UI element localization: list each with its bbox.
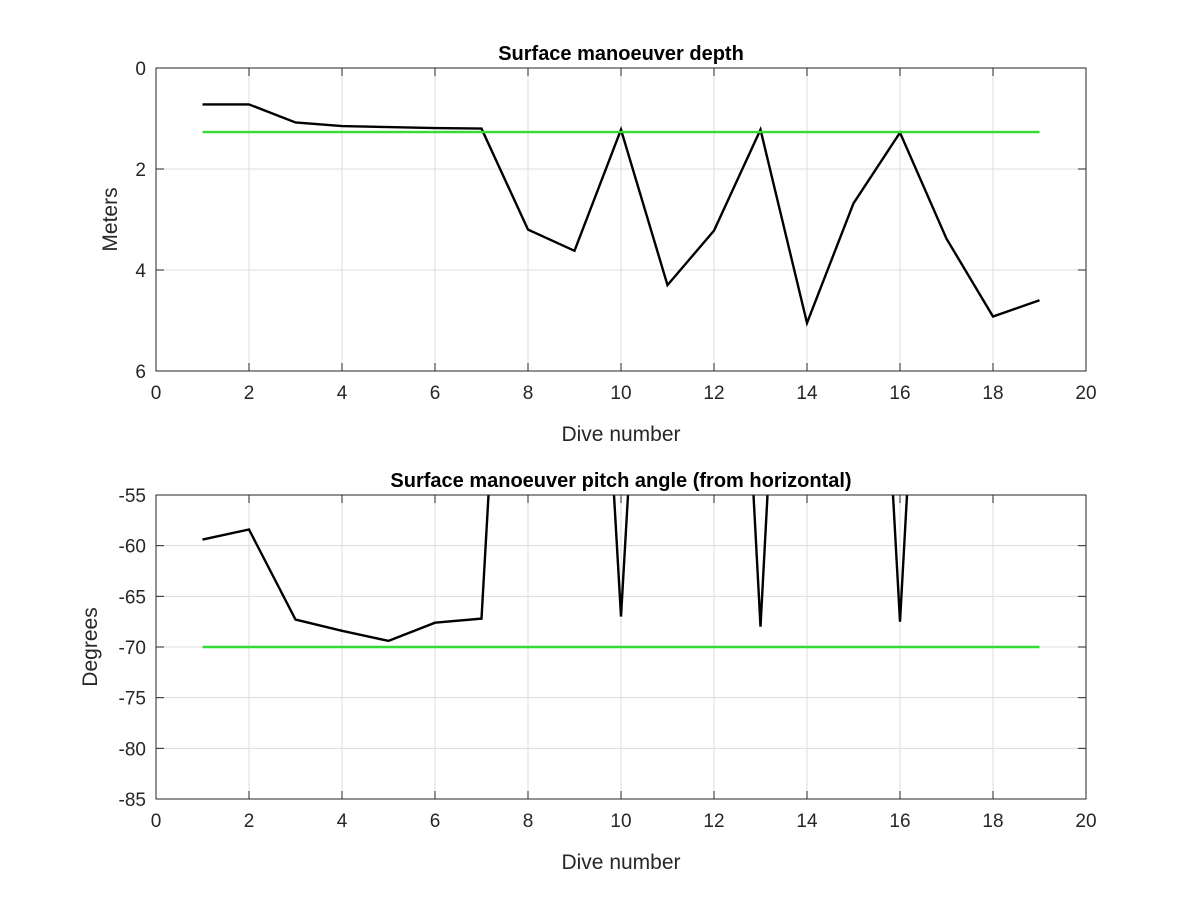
x-tick-label: 16 — [889, 811, 910, 832]
y-tick-label: 6 — [135, 362, 146, 383]
y-axis-label: Meters — [99, 187, 122, 251]
x-tick-label: 20 — [1075, 811, 1096, 832]
x-tick-label: 8 — [523, 811, 534, 832]
x-tick-label: 4 — [337, 811, 348, 832]
x-tick-label: 0 — [151, 383, 162, 404]
x-tick-label: 12 — [703, 383, 724, 404]
series-0-line — [202, 495, 490, 643]
series-0-line — [891, 495, 909, 622]
y-tick-label: -80 — [119, 739, 146, 760]
x-tick-label: 14 — [796, 383, 818, 404]
pitch-chart: 0 2 4 6 8 10 12 14 16 18 20 -55 -60 -65 -70 -75 -80 -85 Su… — [79, 470, 1097, 874]
x-tick-label: 8 — [523, 383, 534, 404]
x-tick-label: 4 — [337, 383, 348, 404]
x-tick-label: 10 — [610, 811, 631, 832]
x-tick-label: 14 — [796, 811, 818, 832]
x-tick-label: 12 — [703, 811, 724, 832]
data-layer — [202, 495, 1040, 649]
y-tick-label: -55 — [119, 486, 146, 507]
y-tick-label: -60 — [119, 537, 146, 558]
y-tick-label: -85 — [119, 790, 146, 811]
chart-title: Surface manoeuver depth — [498, 43, 744, 65]
y-tick-label: -75 — [119, 689, 146, 710]
y-axis-label: Degrees — [79, 607, 102, 686]
x-tick-label: 0 — [151, 811, 162, 832]
x-tick-label: 18 — [982, 811, 1003, 832]
series-0-line — [752, 495, 769, 627]
y-tick-label: 0 — [135, 59, 146, 80]
x-tick-label: 2 — [244, 811, 255, 832]
y-tick-label: -70 — [119, 638, 146, 659]
y-tick-label: 4 — [135, 261, 146, 282]
x-tick-label: 2 — [244, 383, 255, 404]
x-tick-label: 16 — [889, 383, 910, 404]
x-tick-label: 10 — [610, 383, 631, 404]
y-tick-label: -65 — [119, 587, 146, 608]
x-tick-label: 20 — [1075, 383, 1096, 404]
depth-chart: 0 2 4 6 8 10 12 14 16 18 20 0 2 4 6 Surface manoeuver d… — [99, 43, 1097, 446]
y-tick-label: 2 — [135, 160, 146, 181]
series-0-line — [612, 495, 630, 617]
x-tick-label: 6 — [430, 383, 441, 404]
chart-title: Surface manoeuver pitch angle (from hori… — [390, 470, 851, 492]
data-layer — [202, 103, 1040, 328]
x-tick-label: 18 — [982, 383, 1003, 404]
x-axis-label: Dive number — [561, 851, 680, 874]
x-axis-label: Dive number — [561, 423, 680, 446]
x-tick-label: 6 — [430, 811, 441, 832]
